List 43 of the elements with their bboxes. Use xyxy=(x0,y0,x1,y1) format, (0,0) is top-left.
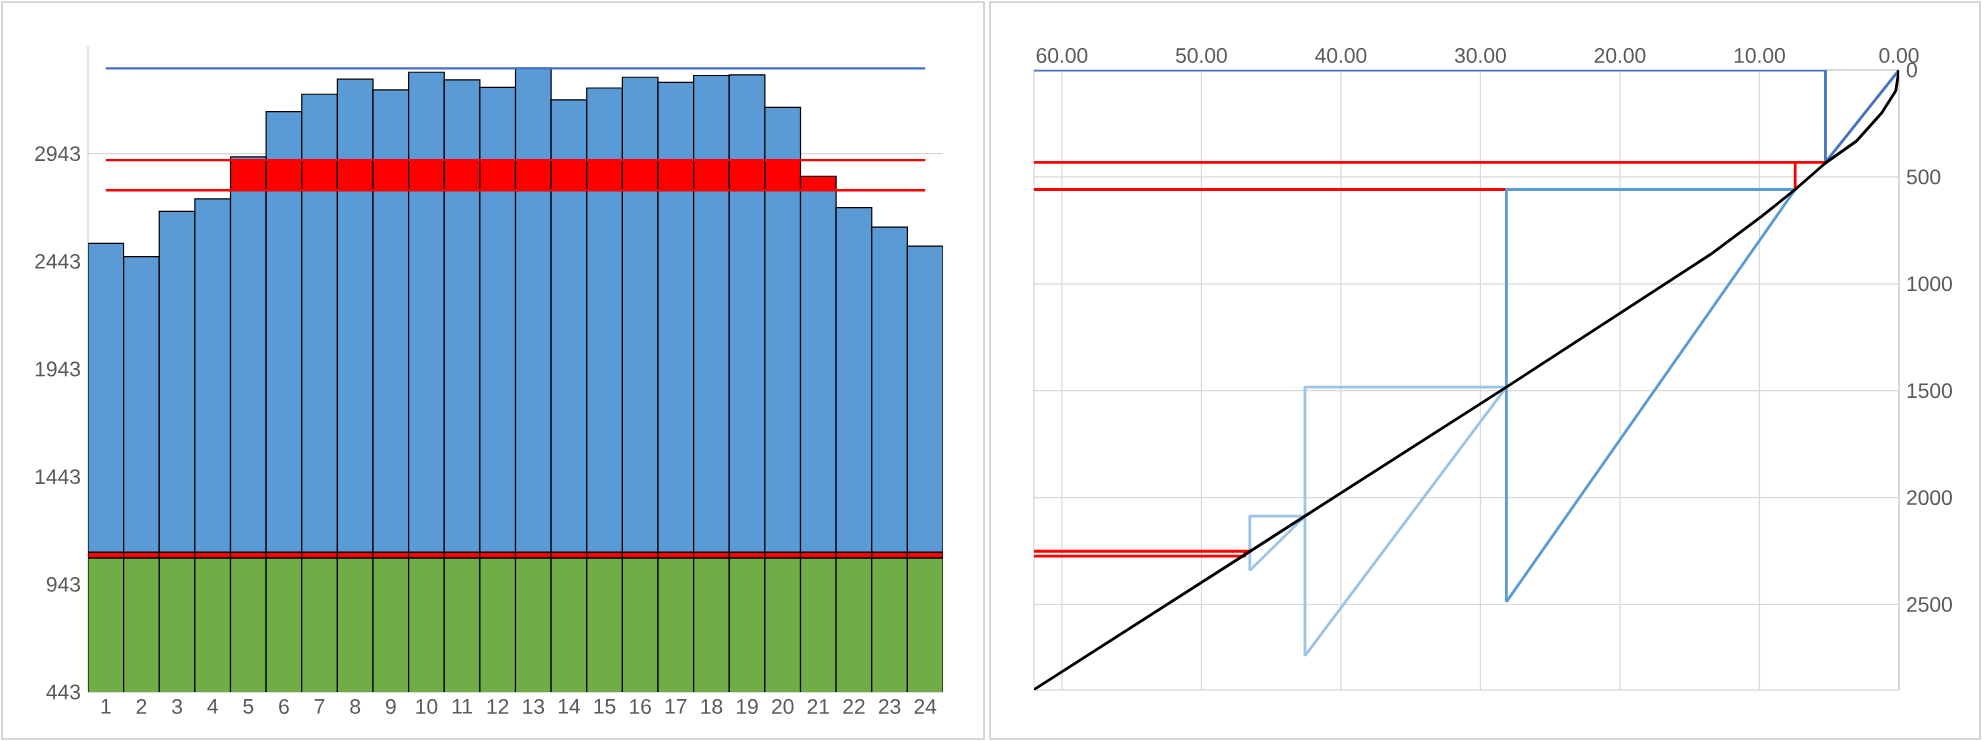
x-tick-label: 0.00 xyxy=(1879,48,1919,63)
x-tick-label: 14 xyxy=(558,699,580,714)
y-tick-label: 943 xyxy=(46,576,81,592)
x-tick-label: 3 xyxy=(172,699,182,714)
x-tick-label: 16 xyxy=(630,699,651,714)
x-tick-label: 40.00 xyxy=(1315,48,1367,63)
x-tick-label: 20 xyxy=(772,699,794,714)
x-tick-label: 50.00 xyxy=(1175,48,1227,63)
y-tick-label: 2443 xyxy=(35,253,81,269)
y-tick-label: 1000 xyxy=(1907,276,1952,292)
x-tick-label: 2 xyxy=(136,699,147,714)
x-tick-label: 17 xyxy=(665,699,687,714)
x-tick-label: 4 xyxy=(207,699,218,714)
y-tick-label: 1943 xyxy=(35,361,81,377)
x-tick-label: 13 xyxy=(523,699,545,714)
x-tick-label: 30.00 xyxy=(1454,48,1506,63)
y-tick-label: 2000 xyxy=(1907,490,1952,506)
x-tick-label: 23 xyxy=(878,699,901,714)
x-tick-label: 6 xyxy=(279,699,289,714)
x-tick-label: 5 xyxy=(243,699,254,714)
x-tick-label: 19 xyxy=(736,699,758,714)
y-tick-label: 1500 xyxy=(1907,383,1952,399)
y-tick-label: 443 xyxy=(46,684,81,700)
x-tick-label: 12 xyxy=(487,699,509,714)
y-tick-label: 0 xyxy=(1906,62,1917,78)
x-tick-label: 10.00 xyxy=(1734,48,1785,63)
x-tick-label: 9 xyxy=(385,699,396,714)
x-tick-label: 15 xyxy=(594,699,616,714)
x-tick-label: 7 xyxy=(314,699,325,714)
x-tick-label: 10 xyxy=(416,699,438,714)
x-tick-label: 1 xyxy=(101,699,111,714)
y-tick-label: 500 xyxy=(1906,169,1941,185)
x-tick-label: 18 xyxy=(701,699,723,714)
x-tick-label: 60.00 xyxy=(1036,48,1088,63)
x-tick-label: 11 xyxy=(452,699,472,714)
x-tick-label: 22 xyxy=(843,699,865,714)
y-tick-label: 2943 xyxy=(35,146,81,162)
x-tick-label: 21 xyxy=(807,699,829,714)
y-tick-label: 1443 xyxy=(35,469,81,485)
x-tick-label: 8 xyxy=(350,699,361,714)
x-tick-label: 24 xyxy=(914,699,937,714)
x-tick-label: 20.00 xyxy=(1594,48,1646,63)
y-tick-label: 2500 xyxy=(1907,597,1952,612)
